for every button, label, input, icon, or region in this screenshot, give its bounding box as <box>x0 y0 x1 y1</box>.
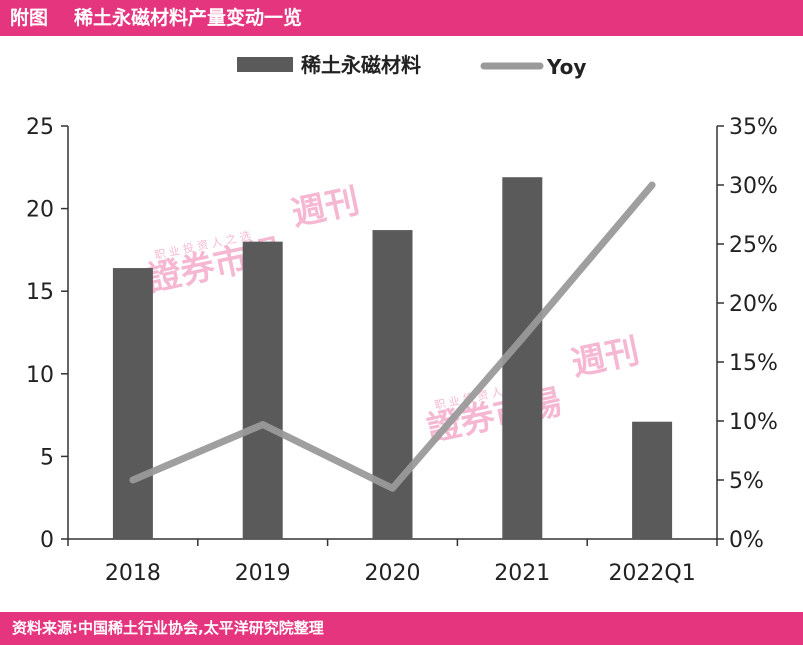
y2-tick-label: 5% <box>729 469 764 494</box>
footer-bar: 资料来源:中国稀土行业协会,太平洋研究院整理 <box>0 612 803 645</box>
x-tick-label: 2019 <box>235 561 291 586</box>
y-tick-label: 15 <box>26 280 54 305</box>
figure-label: 附图 <box>10 7 49 29</box>
bar <box>372 230 413 540</box>
y-tick-label: 10 <box>26 363 54 388</box>
y-tick-label: 20 <box>26 198 54 223</box>
x-tick-label: 2022Q1 <box>608 561 695 586</box>
y2-tick-label: 15% <box>729 351 778 376</box>
x-tick-label: 2021 <box>494 561 550 586</box>
watermark-subtext: 週刊 <box>288 181 363 234</box>
bar <box>632 421 673 539</box>
legend-label-bar: 稀土永磁材料 <box>301 53 421 77</box>
header-bar: 附图 稀土永磁材料产量变动一览 <box>0 0 803 36</box>
yoy-line <box>129 181 656 492</box>
header-title-row: 附图 稀土永磁材料产量变动一览 <box>10 0 302 36</box>
legend-swatch-bar <box>237 57 293 72</box>
x-tick-label: 2020 <box>365 561 421 586</box>
y2-tick-label: 35% <box>729 115 778 140</box>
watermark-subtext: 週刊 <box>568 331 643 384</box>
source-note: 资料来源:中国稀土行业协会,太平洋研究院整理 <box>12 619 324 637</box>
chart-title: 稀土永磁材料产量变动一览 <box>74 7 303 29</box>
y2-tick-label: 10% <box>729 410 778 435</box>
y-tick-label: 25 <box>26 115 54 140</box>
y2-tick-label: 0% <box>729 528 764 553</box>
y-tick-label: 5 <box>40 445 54 470</box>
bar <box>242 241 283 539</box>
x-tick-label: 2018 <box>105 561 161 586</box>
y2-tick-label: 30% <box>729 174 778 199</box>
legend-label-line: Yoy <box>546 55 586 79</box>
y2-tick-label: 25% <box>729 233 778 258</box>
bar <box>112 268 153 539</box>
y2-tick-label: 20% <box>729 292 778 317</box>
y-tick-label: 0 <box>40 528 54 553</box>
